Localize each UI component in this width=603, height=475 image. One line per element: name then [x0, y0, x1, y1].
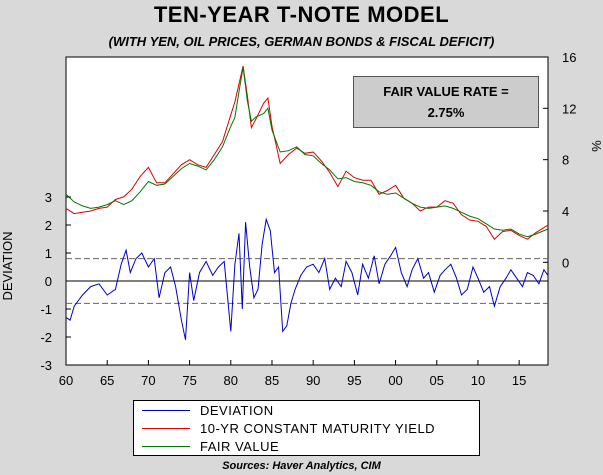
left-tick-label: -3 [40, 358, 52, 373]
callout-line-2: 2.75% [427, 105, 465, 120]
legend-label-deviation: DEVIATION [200, 403, 274, 418]
legend-item-yield: 10-YR CONSTANT MATURITY YIELD [142, 420, 435, 437]
left-tick-label: 0 [45, 274, 52, 289]
right-tick-label: 16 [562, 50, 576, 65]
reference-lines [66, 258, 548, 304]
right-tick-label: 12 [562, 101, 576, 116]
left-tick-label: -2 [40, 330, 52, 345]
source-note: Sources: Haver Analytics, CIM [222, 460, 381, 472]
x-tick-label: 75 [182, 373, 196, 388]
series-group [65, 65, 549, 340]
x-tick-label: 65 [100, 373, 114, 388]
x-tick-label: 10 [471, 373, 485, 388]
fair-value-callout: FAIR VALUE RATE = 2.75% [353, 76, 539, 128]
left-tick-label: 3 [45, 190, 52, 205]
x-tick-label: 70 [141, 373, 155, 388]
left-tick-label: 2 [45, 218, 52, 233]
right-tick-label: 0 [562, 255, 569, 270]
right-tick-label: 4 [562, 204, 569, 219]
right-tick-label: 8 [562, 153, 569, 168]
x-tick-label: 80 [224, 373, 238, 388]
axis-ticks: 60 65 70 75 80 85 90 95 00 05 10 15-3-2-10123048121… [40, 50, 576, 388]
legend-swatch-fair-value [142, 446, 190, 447]
left-tick-label: -1 [40, 302, 52, 317]
legend-label-yield: 10-YR CONSTANT MATURITY YIELD [200, 421, 436, 436]
x-tick-label: 95 [347, 373, 361, 388]
left-axis-label: DEVIATION [0, 231, 15, 300]
legend-item-deviation: DEVIATION [142, 402, 274, 419]
x-tick-label: 85 [265, 373, 279, 388]
callout-line-1: FAIR VALUE RATE = [383, 84, 509, 99]
left-tick-label: 1 [45, 246, 52, 261]
deviation-line [65, 217, 549, 340]
fair-value-line [65, 67, 549, 238]
legend: DEVIATION 10-YR CONSTANT MATURITY YIELD … [133, 400, 480, 456]
x-tick-label: 15 [512, 373, 526, 388]
legend-swatch-yield [142, 428, 190, 429]
x-tick-label: 90 [306, 373, 320, 388]
legend-label-fair-value: FAIR VALUE [200, 439, 280, 454]
legend-item-fair-value: FAIR VALUE [142, 438, 279, 455]
right-axis-label: % [589, 140, 603, 152]
x-tick-label: 60 [59, 373, 73, 388]
x-tick-label: 05 [430, 373, 444, 388]
legend-swatch-deviation [142, 410, 190, 411]
x-tick-label: 00 [388, 373, 402, 388]
chart-title: TEN-YEAR T-NOTE MODEL [153, 2, 450, 27]
chart-subtitle: (WITH YEN, OIL PRICES, GERMAN BONDS & FI… [108, 34, 495, 49]
